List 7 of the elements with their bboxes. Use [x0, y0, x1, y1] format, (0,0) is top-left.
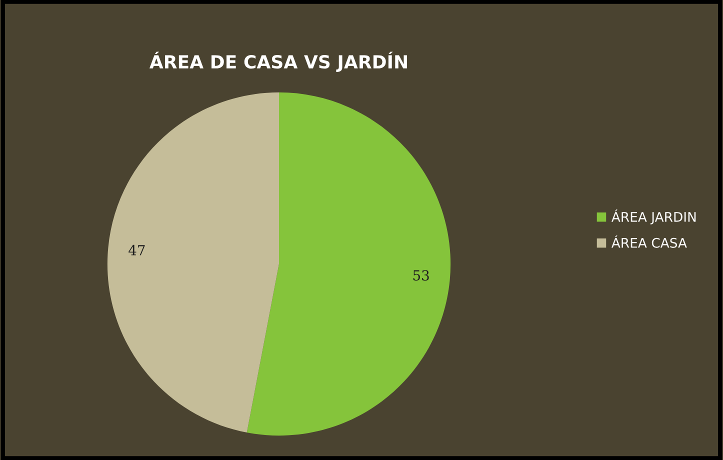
data-label: 47 [128, 244, 145, 256]
chart-title: ÁREA DE CASA VS JARDÍN [149, 52, 407, 72]
pie-slice [246, 92, 451, 436]
data-label: 53 [413, 270, 429, 281]
legend-label: ÁREA JARDIN [611, 209, 696, 224]
legend-label: ÁREA CASA [611, 235, 687, 248]
pie-slice [108, 92, 279, 433]
